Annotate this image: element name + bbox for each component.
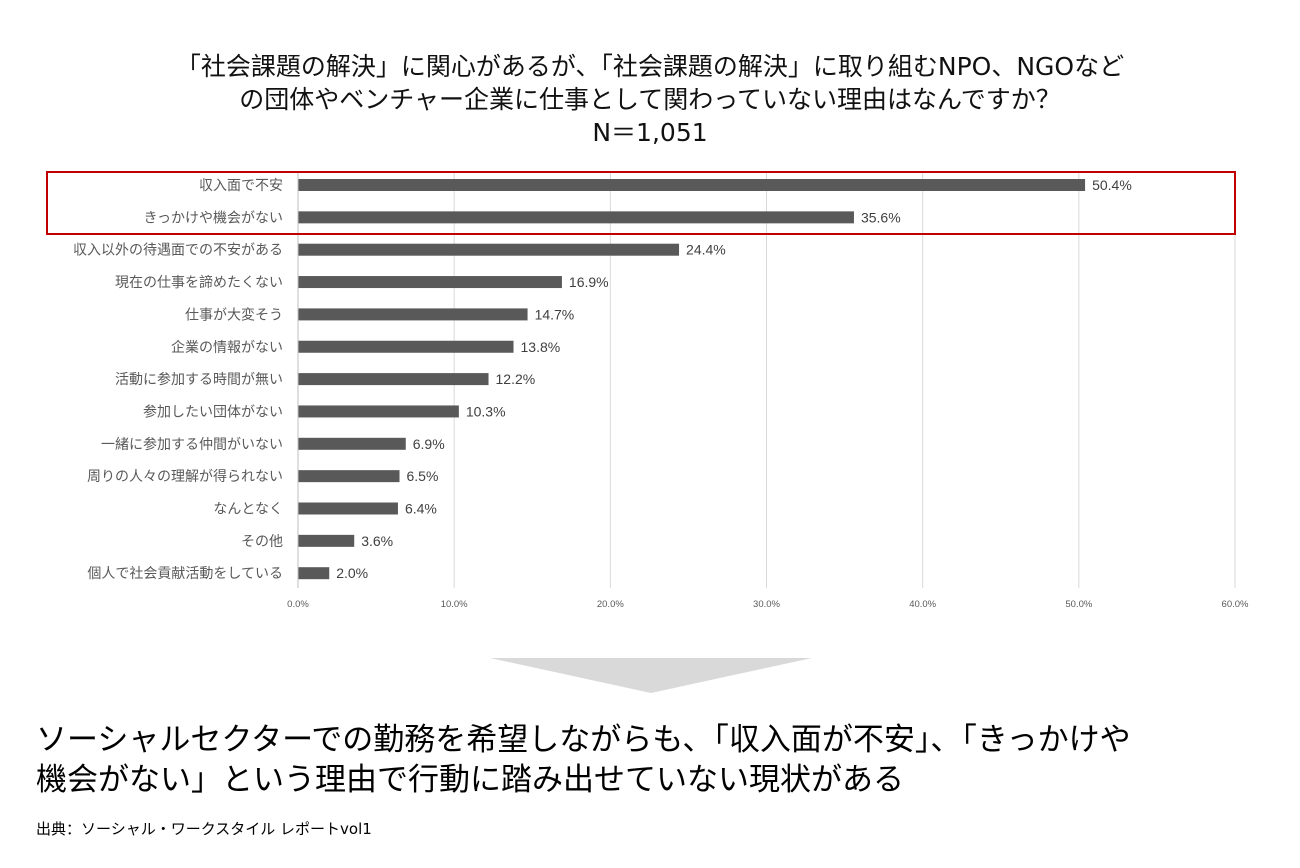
bar — [298, 405, 459, 418]
data-label: 3.6% — [361, 533, 393, 549]
category-label: 参加したい団体がない — [143, 403, 283, 420]
category-label: 周りの人々の理解が得られない — [87, 468, 283, 485]
x-tick-label: 40.0% — [909, 599, 936, 610]
category-label: 一緒に参加する仲間がいない — [101, 436, 283, 453]
data-label: 12.2% — [496, 371, 536, 387]
bar — [298, 340, 514, 353]
bar — [298, 437, 406, 450]
category-label: 収入以外の待遇面での不安がある — [73, 243, 283, 259]
data-label: 6.9% — [413, 436, 445, 452]
data-label: 6.4% — [405, 501, 437, 517]
down-arrow-icon — [490, 658, 812, 693]
x-tick-label: 0.0% — [287, 599, 309, 610]
bar — [298, 179, 1086, 191]
data-label: 16.9% — [569, 274, 609, 290]
chart-title: 「社会課題の解決」に関心があるが、「社会課題の解決」に取り組むNPO、NGOなど… — [0, 50, 1300, 149]
bar — [298, 308, 528, 321]
bar-chart: 0.0% 10.0% 20.0% 30.0% 40.0% 50.0% 60.0% 収入面で不安… — [73, 172, 1249, 610]
conclusion-line-1: ソーシャルセクターでの勤務を希望しながらも、「収入面が不安」、「きっかけや — [36, 722, 1131, 758]
x-tick-label: 10.0% — [441, 599, 468, 610]
category-label: 仕事が大変そう — [185, 306, 283, 323]
x-tick-label: 50.0% — [1065, 599, 1092, 610]
category-label: 活動に参加する時間が無い — [115, 371, 283, 388]
data-label: 50.4% — [1092, 177, 1132, 193]
data-label: 6.5% — [407, 468, 439, 484]
bar — [298, 276, 562, 289]
highlight-box — [46, 171, 1236, 235]
category-label: なんとなく — [213, 502, 283, 518]
category-label: きっかけや機会がない — [144, 210, 283, 226]
source-citation: 出典：ソーシャル・ワークスタイル レポートvol1 — [36, 820, 372, 838]
x-tick-label: 30.0% — [753, 599, 780, 610]
x-tick-label: 60.0% — [1222, 599, 1249, 610]
data-label: 14.7% — [535, 306, 575, 322]
bar — [298, 502, 398, 515]
data-label: 2.0% — [336, 565, 368, 581]
data-label: 24.4% — [686, 242, 726, 258]
bar — [298, 567, 330, 580]
bar — [298, 243, 680, 256]
data-label: 35.6% — [861, 209, 901, 225]
data-label: 13.8% — [521, 339, 561, 355]
bar — [298, 534, 355, 547]
bar — [298, 211, 854, 224]
bar — [298, 470, 400, 483]
category-label: その他 — [241, 534, 283, 550]
category-label: 収入面で不安 — [199, 178, 283, 194]
x-tick-label: 20.0% — [597, 599, 624, 610]
conclusion-text: ソーシャルセクターでの勤務を希望しながらも、「収入面が不安」、「きっかけや 機会… — [36, 720, 1276, 800]
conclusion-line-2: 機会がない」という理由で行動に踏み出せていない現状がある — [36, 762, 904, 798]
chart-title-line-1: 「社会課題の解決」に関心があるが、「社会課題の解決」に取り組むNPO、NGOなど — [175, 52, 1125, 81]
category-label: 現在の仕事を諦めたくない — [115, 274, 283, 291]
bar — [298, 373, 489, 386]
category-label: 企業の情報がない — [171, 339, 283, 356]
category-label: 個人で社会貢献活動をしている — [87, 566, 283, 582]
chart-title-line-2: の団体やベンチャー企業に仕事として関わっていない理由はなんですか？ — [239, 85, 1061, 114]
data-label: 10.3% — [466, 403, 506, 419]
chart-title-sample-size: N＝1,051 — [592, 118, 708, 147]
